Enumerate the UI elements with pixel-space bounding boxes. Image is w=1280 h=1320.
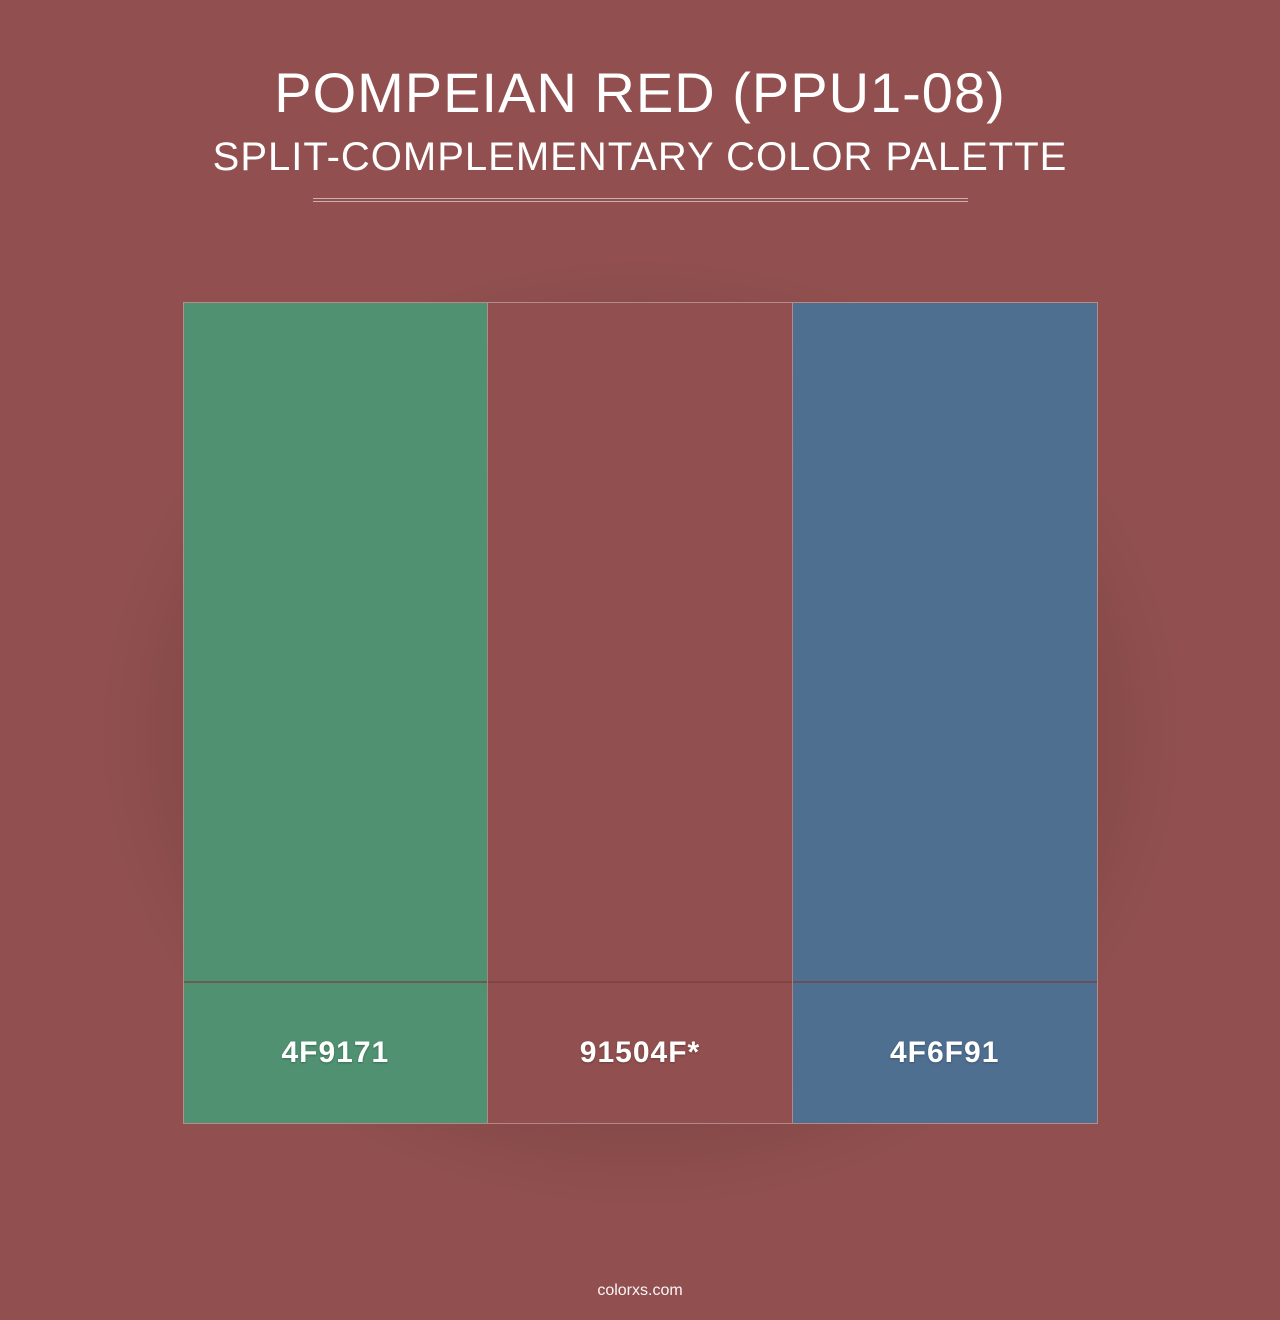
- swatch-color-0: [184, 303, 488, 983]
- swatch-1: 91504F*: [488, 303, 793, 1123]
- palette-container: 4F9171 91504F* 4F6F91: [183, 302, 1098, 1124]
- swatch-label-1: 91504F*: [488, 983, 792, 1123]
- page-subtitle: SPLIT-COMPLEMENTARY COLOR PALETTE: [0, 135, 1280, 180]
- swatch-color-1: [488, 303, 792, 983]
- page-title: POMPEIAN RED (PPU1-08): [0, 60, 1280, 125]
- header: POMPEIAN RED (PPU1-08) SPLIT-COMPLEMENTA…: [0, 60, 1280, 202]
- swatch-label-0: 4F9171: [184, 983, 488, 1123]
- swatch-label-2: 4F6F91: [793, 983, 1097, 1123]
- color-palette: 4F9171 91504F* 4F6F91: [183, 302, 1098, 1124]
- footer-attribution: colorxs.com: [0, 1282, 1280, 1300]
- swatch-2: 4F6F91: [793, 303, 1097, 1123]
- swatch-0: 4F9171: [184, 303, 489, 1123]
- header-divider: [313, 198, 968, 202]
- swatch-color-2: [793, 303, 1097, 983]
